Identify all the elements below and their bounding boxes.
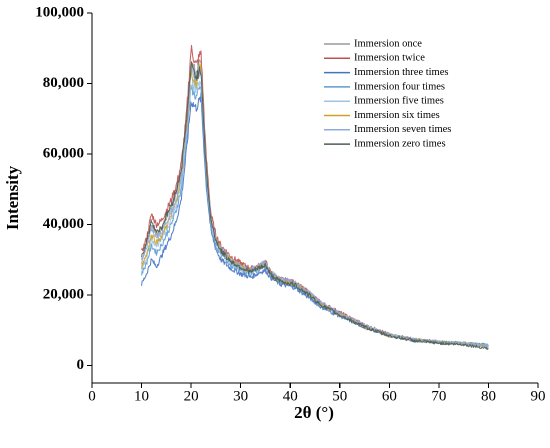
x-tick-label: 40 [283, 389, 298, 405]
x-tick-label: 60 [382, 389, 397, 405]
x-tick-label: 50 [332, 389, 347, 405]
y-ticks: 0 20,000 40,000 60,000 80,000 100,000 [35, 4, 92, 373]
x-ticks: 0 10 20 30 40 50 60 70 80 90 [88, 383, 546, 405]
legend-label: Immersion three times [354, 67, 448, 78]
legend-label: Immersion zero times [354, 139, 446, 150]
x-tick-label: 80 [481, 389, 496, 405]
y-tick-label: 100,000 [35, 4, 84, 20]
y-tick-label: 0 [77, 357, 85, 373]
legend-label: Immersion seven times [354, 124, 451, 135]
series-lines [141, 44, 489, 350]
x-tick-label: 70 [431, 389, 446, 405]
legend: Immersion once Immersion twice Immersion t… [324, 38, 451, 150]
legend-label: Immersion six times [354, 110, 440, 121]
x-tick-label: 0 [88, 389, 96, 405]
y-axis-title: Intensity [3, 165, 22, 230]
series-line-8 [141, 61, 489, 350]
x-tick-label: 20 [184, 389, 199, 405]
x-axis-title: 2θ (°) [294, 403, 334, 422]
legend-label: Immersion five times [354, 96, 444, 107]
legend-label: Immersion once [354, 38, 422, 49]
legend-label: Immersion four times [354, 81, 445, 92]
x-tick-label: 90 [531, 389, 546, 405]
x-tick-label: 30 [233, 389, 248, 405]
y-tick-label: 60,000 [43, 145, 84, 161]
x-tick-label: 10 [134, 389, 149, 405]
legend-label: Immersion twice [354, 53, 425, 64]
y-tick-label: 80,000 [43, 75, 84, 91]
axes [91, 13, 538, 384]
y-tick-label: 40,000 [43, 216, 84, 232]
y-tick-label: 20,000 [43, 286, 84, 302]
